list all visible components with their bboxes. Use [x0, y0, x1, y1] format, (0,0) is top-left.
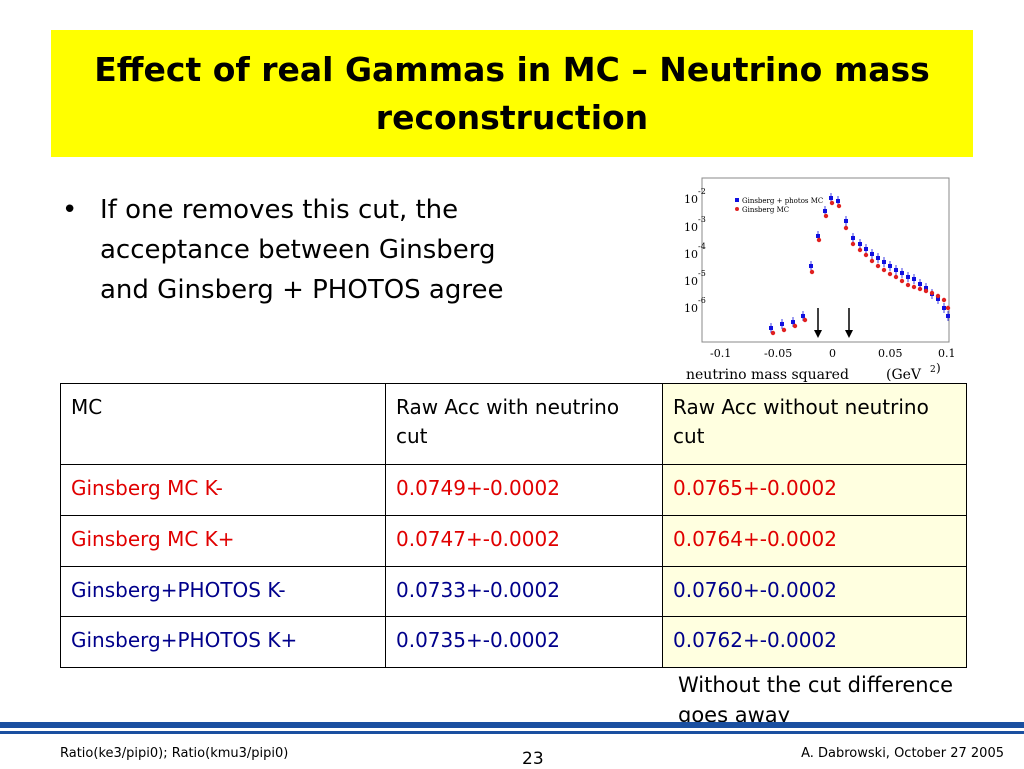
- ginsberg-data-point: [863, 252, 869, 258]
- table-header-cell: MC: [60, 383, 386, 465]
- x-tick-label: -0.1: [710, 347, 731, 360]
- slide-title: Effect of real Gammas in MC – Neutrino m…: [94, 49, 930, 137]
- bullet-marker: •: [62, 195, 78, 225]
- footer-right: A. Dabrowski, October 27 2005: [801, 746, 1004, 761]
- x-axis-unit-exponent: 2: [930, 365, 936, 375]
- ginsberg-data-point: [929, 290, 935, 296]
- ginsberg-data-point: [836, 203, 842, 209]
- ginsberg-data-point: [792, 323, 798, 329]
- y-tick-exponent: -3: [698, 215, 706, 224]
- x-axis-label: neutrino mass squared: [686, 367, 849, 383]
- y-tick-label: 10: [684, 193, 698, 206]
- ginsberg-data-point: [905, 282, 911, 288]
- table-header-cell: Raw Acc without neutrino cut: [662, 383, 967, 465]
- ginsberg-data-point: [816, 237, 822, 243]
- mc-cell: Ginsberg+PHOTOS K+: [60, 616, 386, 668]
- title-banner: Effect of real Gammas in MC – Neutrino m…: [51, 30, 973, 157]
- acc-without-cut-cell: 0.0765+-0.0002: [662, 464, 967, 516]
- table-row: Ginsberg+PHOTOS K+ 0.0735+-0.0002 0.0762…: [60, 616, 967, 668]
- y-tick-exponent: -2: [698, 187, 706, 196]
- data-points: [769, 193, 951, 336]
- ginsberg-data-point: [893, 274, 899, 280]
- footer-left: Ratio(ke3/pipi0); Ratio(kmu3/pipi0): [60, 746, 289, 761]
- y-tick-label: 10: [684, 275, 698, 288]
- acc-with-cut-cell: 0.0733+-0.0002: [385, 565, 663, 618]
- x-axis-unit: (GeV: [886, 367, 922, 383]
- y-tick-label: 10: [684, 221, 698, 234]
- ginsberg-data-point: [881, 267, 887, 273]
- ginsberg-data-point: [935, 293, 941, 299]
- table-row: Ginsberg MC K+ 0.0747+-0.0002 0.0764+-0.…: [60, 514, 967, 567]
- x-tick-label: 0.05: [878, 347, 903, 360]
- acc-with-cut-cell: 0.0747+-0.0002: [385, 514, 663, 567]
- mc-cell: Ginsberg MC K+: [60, 514, 386, 567]
- legend-marker-ginsberg: [735, 207, 739, 211]
- legend-marker-photos: [735, 198, 739, 202]
- ginsberg-data-point: [887, 271, 893, 277]
- ginsberg-data-point: [923, 288, 929, 294]
- acceptance-table: MC Raw Acc with neutrino cut Raw Acc wit…: [60, 383, 967, 668]
- acc-without-cut-cell: 0.0764+-0.0002: [662, 514, 967, 567]
- cut-arrowhead-left: [814, 330, 822, 338]
- ginsberg-data-point: [781, 327, 787, 333]
- table-row: Ginsberg MC K- 0.0749+-0.0002 0.0765+-0.…: [60, 464, 967, 516]
- table-header-row: MC Raw Acc with neutrino cut Raw Acc wit…: [60, 383, 967, 465]
- acc-without-cut-cell: 0.0762+-0.0002: [662, 616, 967, 668]
- acc-with-cut-cell: 0.0735+-0.0002: [385, 616, 663, 668]
- footer-rule-thin: [0, 731, 1024, 734]
- ginsberg-data-point: [857, 247, 863, 253]
- table-header-cell: Raw Acc with neutrino cut: [385, 383, 663, 465]
- legend-label-photos: Ginsberg + photos MC: [742, 197, 823, 205]
- legend-label-ginsberg: Ginsberg MC: [742, 206, 789, 214]
- neutrino-mass-plot: 10 -2 10 -3 10 -4 10 -5 10 -6 -0.1 -0.05…: [684, 177, 956, 383]
- ginsberg-data-point: [843, 225, 849, 231]
- cut-arrowhead-right: [845, 330, 853, 338]
- ginsberg-data-point: [869, 258, 875, 264]
- y-tick-exponent: -5: [698, 269, 706, 278]
- ginsberg-data-point: [770, 330, 776, 336]
- x-tick-label: -0.05: [764, 347, 792, 360]
- acc-without-cut-cell: 0.0760+-0.0002: [662, 565, 967, 618]
- ginsberg-data-point: [911, 284, 917, 290]
- ginsberg-data-point: [941, 297, 947, 303]
- ginsberg-data-point: [945, 305, 951, 311]
- bullet-text: If one removes this cut, the acceptance …: [100, 195, 504, 305]
- footer-rule: [0, 722, 1024, 728]
- page-number: 23: [522, 749, 544, 769]
- ginsberg-data-point: [875, 263, 881, 269]
- mc-cell: Ginsberg+PHOTOS K-: [60, 565, 386, 618]
- table-row: Ginsberg+PHOTOS K- 0.0733+-0.0002 0.0760…: [60, 565, 967, 618]
- ginsberg-data-point: [802, 317, 808, 323]
- ginsberg-data-point: [899, 278, 905, 284]
- plot-frame: [701, 177, 950, 343]
- acc-with-cut-cell: 0.0749+-0.0002: [385, 464, 663, 516]
- x-axis-unit-close: ): [936, 361, 941, 375]
- ginsberg-data-point: [829, 200, 835, 206]
- y-tick-label: 10: [684, 302, 698, 315]
- x-tick-label: 0: [829, 347, 836, 360]
- x-tick-label: 0.1: [938, 347, 956, 360]
- ginsberg-data-point: [823, 213, 829, 219]
- y-tick-exponent: -4: [698, 242, 706, 251]
- ginsberg-data-point: [809, 269, 815, 275]
- cut-note: Without the cut difference goes away: [678, 673, 954, 727]
- mc-cell: Ginsberg MC K-: [60, 464, 386, 516]
- y-tick-exponent: -6: [698, 296, 706, 305]
- ginsberg-data-point: [850, 241, 856, 247]
- y-tick-label: 10: [684, 248, 698, 261]
- ginsberg-data-point: [917, 286, 923, 292]
